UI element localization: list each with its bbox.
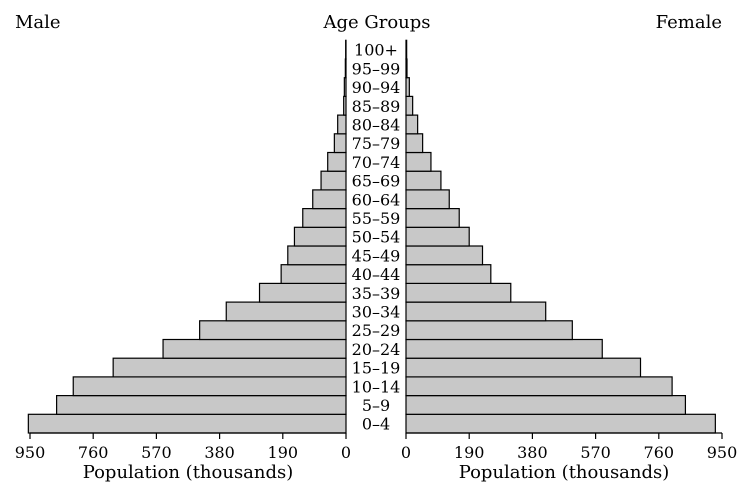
age-group-label-1: 5–9 [362,396,390,415]
male-bar-1 [56,395,347,415]
male-bar-10 [293,226,347,247]
age-group-label-19: 95–99 [352,59,401,78]
age-group-label-0: 0–4 [362,415,390,434]
male-tick-label-3: 380 [204,443,235,462]
female-bar-6 [405,301,547,322]
female-bar-10 [405,226,470,247]
male-bar-2 [72,376,347,397]
female-bar-15 [405,133,424,154]
age-group-label-14: 70–74 [352,153,401,172]
female-x-axis-label: Population (thousands) [459,462,670,483]
female-tick-label-3: 570 [580,443,611,462]
male-bar-13 [320,170,347,191]
female-bar-8 [405,264,492,285]
male-bar-11 [302,208,347,228]
male-bar-0 [27,413,347,434]
female-bar-12 [405,189,450,210]
age-group-label-11: 55–59 [352,209,401,228]
age-group-label-16: 80–84 [352,115,401,134]
male-bar-14 [327,151,347,172]
age-group-labels: 0–45–910–1415–1920–2425–2930–3435–3940–4… [352,41,401,434]
age-group-label-17: 85–89 [352,97,401,116]
female-bar-11 [405,208,460,228]
female-bar-20 [405,39,408,60]
female-tick-label-1: 190 [454,443,485,462]
age-group-label-7: 35–39 [352,284,401,303]
age-group-label-20: 100+ [354,41,398,60]
male-bar-17 [343,95,347,116]
female-bar-7 [405,282,512,303]
age-group-label-15: 75–79 [352,134,401,153]
male-tick-label-4: 190 [268,443,299,462]
age-groups-title: Age Groups [322,12,430,33]
female-bar-3 [405,357,642,378]
age-group-label-12: 60–64 [352,190,401,209]
female-bar-17 [405,95,414,116]
female-tick-label-2: 380 [517,443,548,462]
male-bars [27,39,347,434]
female-tick-label-4: 760 [644,443,675,462]
female-bar-9 [405,245,484,266]
female-bar-4 [405,338,603,359]
female-bar-18 [405,77,410,97]
female-bar-16 [405,114,419,135]
female-bar-13 [405,170,442,191]
female-bar-14 [405,151,432,172]
age-group-label-3: 15–19 [352,359,401,378]
age-group-label-18: 90–94 [352,78,401,97]
age-group-label-9: 45–49 [352,246,401,265]
male-bar-12 [312,189,347,210]
age-group-label-8: 40–44 [352,265,401,284]
age-group-label-2: 10–14 [352,377,401,396]
male-bar-5 [199,320,347,341]
male-bar-3 [112,357,347,378]
female-axis-ticks: 0 190 380 570 760 950 [401,433,737,462]
male-tick-label-1: 760 [78,443,109,462]
male-side-label: Male [15,12,61,33]
male-bar-18 [343,77,347,97]
male-bar-4 [162,338,347,359]
age-group-label-10: 50–54 [352,228,401,247]
age-group-label-5: 25–29 [352,321,401,340]
female-bar-19 [405,58,408,79]
male-bar-6 [225,301,347,322]
female-bars [405,39,716,434]
male-bar-16 [337,114,347,135]
age-group-label-4: 20–24 [352,340,401,359]
male-x-axis-label: Population (thousands) [83,462,294,483]
female-tick-label-5: 950 [707,443,738,462]
male-tick-label-0: 950 [15,443,46,462]
female-bar-2 [405,376,673,397]
female-bar-0 [405,413,716,434]
female-tick-label-0: 0 [401,443,411,462]
age-group-label-13: 65–69 [352,172,401,191]
male-bar-7 [258,282,347,303]
male-bar-15 [333,133,347,154]
male-axis-ticks: 950 760 570 380 190 0 [15,433,351,462]
female-side-label: Female [656,12,722,33]
female-bar-1 [405,395,687,415]
age-group-label-6: 30–34 [352,302,401,321]
male-tick-label-2: 570 [141,443,172,462]
female-bar-5 [405,320,573,341]
male-bar-8 [280,264,347,285]
male-bar-19 [344,58,347,79]
male-tick-label-5: 0 [341,443,351,462]
male-bar-9 [287,245,347,266]
